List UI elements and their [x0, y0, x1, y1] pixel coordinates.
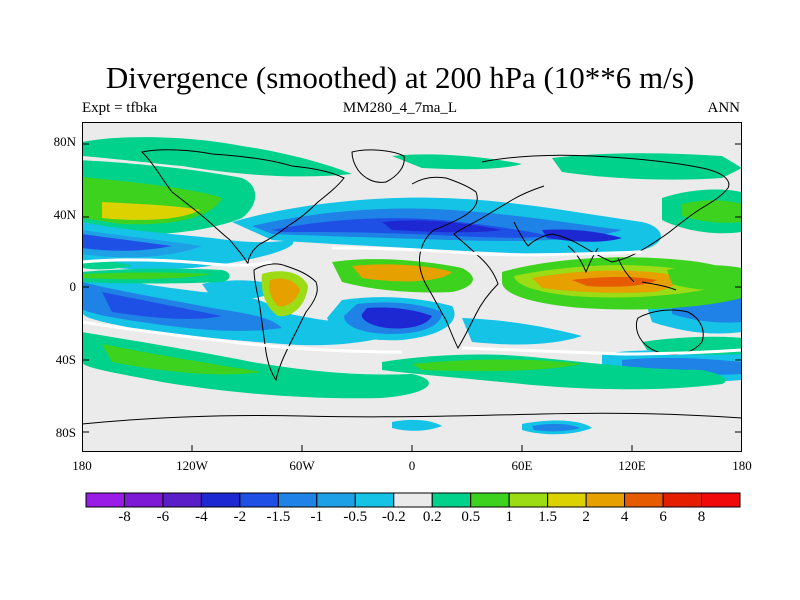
lat-label-80n: 80N: [53, 134, 76, 149]
colorbar-tick-label: -0.5: [343, 509, 368, 525]
lon-label-120e: 120E: [618, 458, 646, 473]
colorbar-swatch: [277, 492, 318, 508]
plot-title: Divergence (smoothed) at 200 hPa (10**6 …: [105, 60, 695, 95]
lon-label-180e: 180: [732, 458, 752, 473]
lat-label-40n: 40N: [53, 207, 76, 222]
colorbar-swatch: [123, 492, 164, 508]
colorbar-swatch: [547, 492, 587, 508]
experiment-label: Expt = tfbka: [82, 100, 158, 116]
colorbar-tick-label: -6: [156, 509, 170, 525]
lon-label-0: 0: [408, 458, 416, 473]
contour-fill-positive: [82, 257, 742, 317]
colorbar-swatch: [316, 492, 356, 508]
divergence-map: [82, 122, 742, 452]
case-label: MM280_4_7ma_L: [342, 100, 458, 116]
colorbar-swatch: [508, 492, 549, 508]
colorbar-tick-label: 2: [582, 509, 590, 525]
lon-label-180w: 180: [72, 458, 92, 473]
contour-fill-north: [82, 137, 742, 235]
colorbar-tick-label: 0.5: [461, 509, 481, 525]
lat-label-0: 0: [69, 279, 77, 294]
colorbar-tick-label: 4: [620, 509, 629, 525]
colorbar-tick-label: 0.2: [422, 509, 442, 525]
lon-label-120w: 120W: [176, 458, 208, 473]
colorbar-swatch: [431, 492, 472, 508]
colorbar-tick-label: -4: [195, 509, 208, 525]
colorbar-swatch: [85, 492, 125, 508]
colorbar-swatch: [393, 492, 433, 508]
colorbar-swatch: [662, 492, 703, 508]
colorbar-tick-label: 1.5: [538, 509, 557, 525]
lat-label-40s: 40S: [55, 352, 76, 367]
colorbar-tick-label: -2: [233, 509, 247, 525]
lon-label-60w: 60W: [289, 458, 315, 473]
colorbar-tick-label: 1: [505, 509, 513, 525]
colorbar-tick-label: 8: [697, 509, 706, 525]
colorbar-tick-label: -1: [310, 509, 324, 525]
colorbar-tick-label: -0.2: [381, 509, 406, 525]
colorbar-swatch: [470, 492, 510, 508]
lon-label-60e: 60E: [511, 458, 533, 473]
colorbar-swatch: [354, 492, 395, 508]
contour-fill-south: [82, 332, 742, 399]
colorbar-tick-label: -1.5: [266, 509, 291, 525]
colorbar-swatch: [162, 492, 202, 508]
lat-label-80s: 80S: [55, 425, 76, 440]
colorbar-tick-label: -8: [118, 509, 131, 525]
colorbar-swatch: [239, 492, 279, 508]
colorbar-swatch: [624, 492, 664, 508]
colorbar: [85, 492, 741, 508]
axis-ticks: [82, 143, 742, 452]
season-label: ANN: [707, 100, 741, 116]
colorbar-tick-label: 6: [659, 509, 667, 525]
colorbar-swatch: [701, 492, 741, 508]
colorbar-swatch: [585, 492, 626, 508]
colorbar-swatch: [200, 492, 241, 508]
zero-contours: [82, 246, 742, 356]
